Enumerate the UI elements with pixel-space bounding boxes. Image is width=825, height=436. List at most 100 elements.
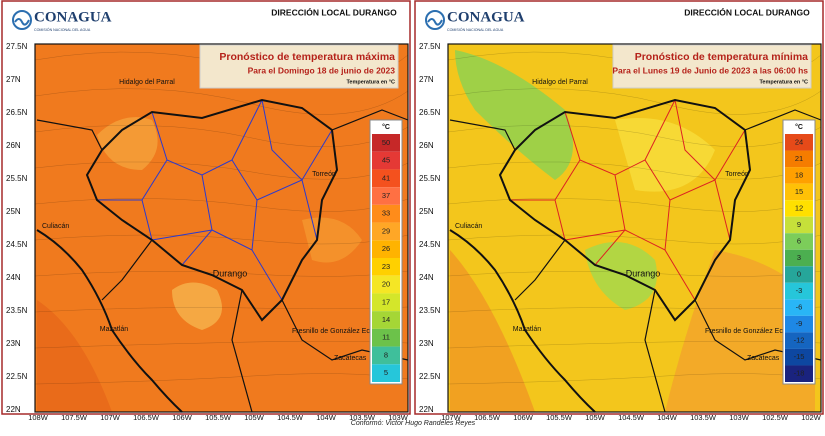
place-label: Culiacán	[455, 223, 482, 230]
unit-note: Temperatura en °C	[346, 79, 395, 85]
latitude-label: 27N	[6, 75, 21, 84]
legend-label: -9	[796, 319, 803, 328]
legend-swatch	[372, 222, 400, 241]
longitude-label: 106.5W	[474, 413, 501, 422]
latitude-label: 22N	[419, 405, 434, 414]
latitude-label: 23.5N	[419, 306, 441, 315]
logo-subtitle: COMISIÓN NACIONAL DEL AGUA	[34, 27, 91, 32]
title: Pronóstico de temperatura máxima	[219, 51, 395, 63]
legend-swatch	[372, 187, 400, 205]
logo-subtitle: COMISIÓN NACIONAL DEL AGUA	[447, 27, 504, 32]
temperature-zone	[450, 250, 535, 412]
contour	[34, 373, 409, 385]
contour	[34, 234, 409, 245]
latitude-label: 26.5N	[6, 108, 28, 117]
legend-label: 12	[795, 203, 803, 212]
latitude-label: 27N	[419, 75, 434, 84]
longitude-label: 102.5W	[762, 413, 789, 422]
legend-swatch	[372, 240, 400, 258]
legend-label: 0	[797, 270, 801, 279]
legend-label: 6	[797, 236, 801, 245]
neighbor-boundary	[36, 109, 409, 413]
legend-label: 23	[382, 262, 390, 271]
contour	[34, 341, 409, 349]
temperature-zone	[37, 300, 112, 412]
latitude-label: 23N	[6, 339, 21, 348]
place-label: Culiacán	[42, 223, 69, 230]
contour	[34, 306, 409, 313]
latitude-label: 26N	[419, 141, 434, 150]
place-label: Hidalgo del Parral	[119, 79, 175, 86]
legend-swatch	[785, 315, 813, 333]
legend-swatch	[372, 364, 400, 382]
subtitle: Para el Domingo 18 de junio de 2023	[248, 65, 396, 75]
temperature-zone	[665, 250, 815, 412]
place-label: Durango	[626, 268, 661, 278]
legend-swatch	[785, 348, 813, 366]
contour	[34, 161, 409, 180]
longitude-label: 107W	[100, 413, 121, 422]
contour	[447, 161, 822, 180]
legend-swatch	[372, 346, 400, 365]
legend-label: 24	[795, 137, 803, 146]
temperature-zone	[615, 118, 715, 192]
legend-swatch	[372, 311, 400, 329]
contour	[34, 270, 409, 277]
place-label: Torreón	[725, 171, 749, 178]
legend-swatch	[372, 134, 400, 152]
coastline	[449, 229, 596, 413]
place-label: Durango	[213, 268, 248, 278]
legend-unit: °C	[795, 123, 803, 131]
latitude-label: 27.5N	[6, 42, 28, 51]
contour	[447, 125, 822, 147]
latitude-label: 22.5N	[419, 372, 441, 381]
legend-label: 9	[797, 220, 801, 229]
contour	[447, 198, 822, 212]
place-label: Fresnillo de González Echeverría	[705, 328, 809, 335]
legend-label: -18	[794, 369, 805, 378]
longitude-label: 107.5W	[61, 413, 88, 422]
longitude-label: 105W	[585, 413, 606, 422]
legend-label: 20	[382, 280, 390, 289]
legend-label: -3	[796, 286, 803, 295]
legend-swatch	[785, 167, 813, 184]
legend-label: 37	[382, 191, 390, 200]
contour	[447, 306, 822, 313]
legend-label: 45	[382, 156, 390, 165]
footer: Conformó: Victor Hugo Randeles Reyes	[351, 420, 476, 427]
municipal-boundary	[97, 99, 333, 301]
legend-label: 41	[382, 173, 390, 182]
legend-label: 18	[795, 170, 803, 179]
legend-swatch	[785, 150, 813, 168]
state-boundary	[85, 98, 339, 322]
coastline	[36, 229, 183, 413]
legend-label: 14	[382, 315, 390, 324]
longitude-label: 104.5W	[277, 413, 304, 422]
place-label: Fresnillo de González Ec	[292, 328, 370, 335]
contour	[447, 234, 822, 245]
latitude-label: 26N	[6, 141, 21, 150]
legend-label: -15	[794, 352, 805, 361]
latitude-label: 25.5N	[6, 174, 28, 183]
legend-swatch	[372, 275, 400, 294]
longitude-label: 106.5W	[133, 413, 160, 422]
legend-swatch	[372, 204, 400, 223]
legend-label: 50	[382, 138, 390, 147]
longitude-label: 103.5W	[690, 413, 717, 422]
unit-note: Temperatura en °C	[759, 79, 808, 85]
contour	[34, 125, 409, 147]
contour	[447, 270, 822, 277]
panel: CONAGUA COMISIÓN NACIONAL DEL AGUA DIRECCI…	[414, 0, 824, 422]
longitude-label: 104W	[316, 413, 337, 422]
legend-swatch	[785, 134, 813, 151]
legend-label: 15	[795, 187, 803, 196]
latitude-label: 24.5N	[6, 240, 28, 249]
legend-label: -6	[796, 303, 803, 312]
longitude-label: 103W	[729, 413, 750, 422]
longitude-label: 103.5W	[349, 413, 376, 422]
logo: CONAGUA	[447, 9, 525, 25]
panel: CONAGUA COMISIÓN NACIONAL DEL AGUA DIRECCI…	[1, 0, 411, 422]
legend-label: 5	[384, 368, 388, 377]
place-label: Mazatlán	[100, 326, 129, 333]
